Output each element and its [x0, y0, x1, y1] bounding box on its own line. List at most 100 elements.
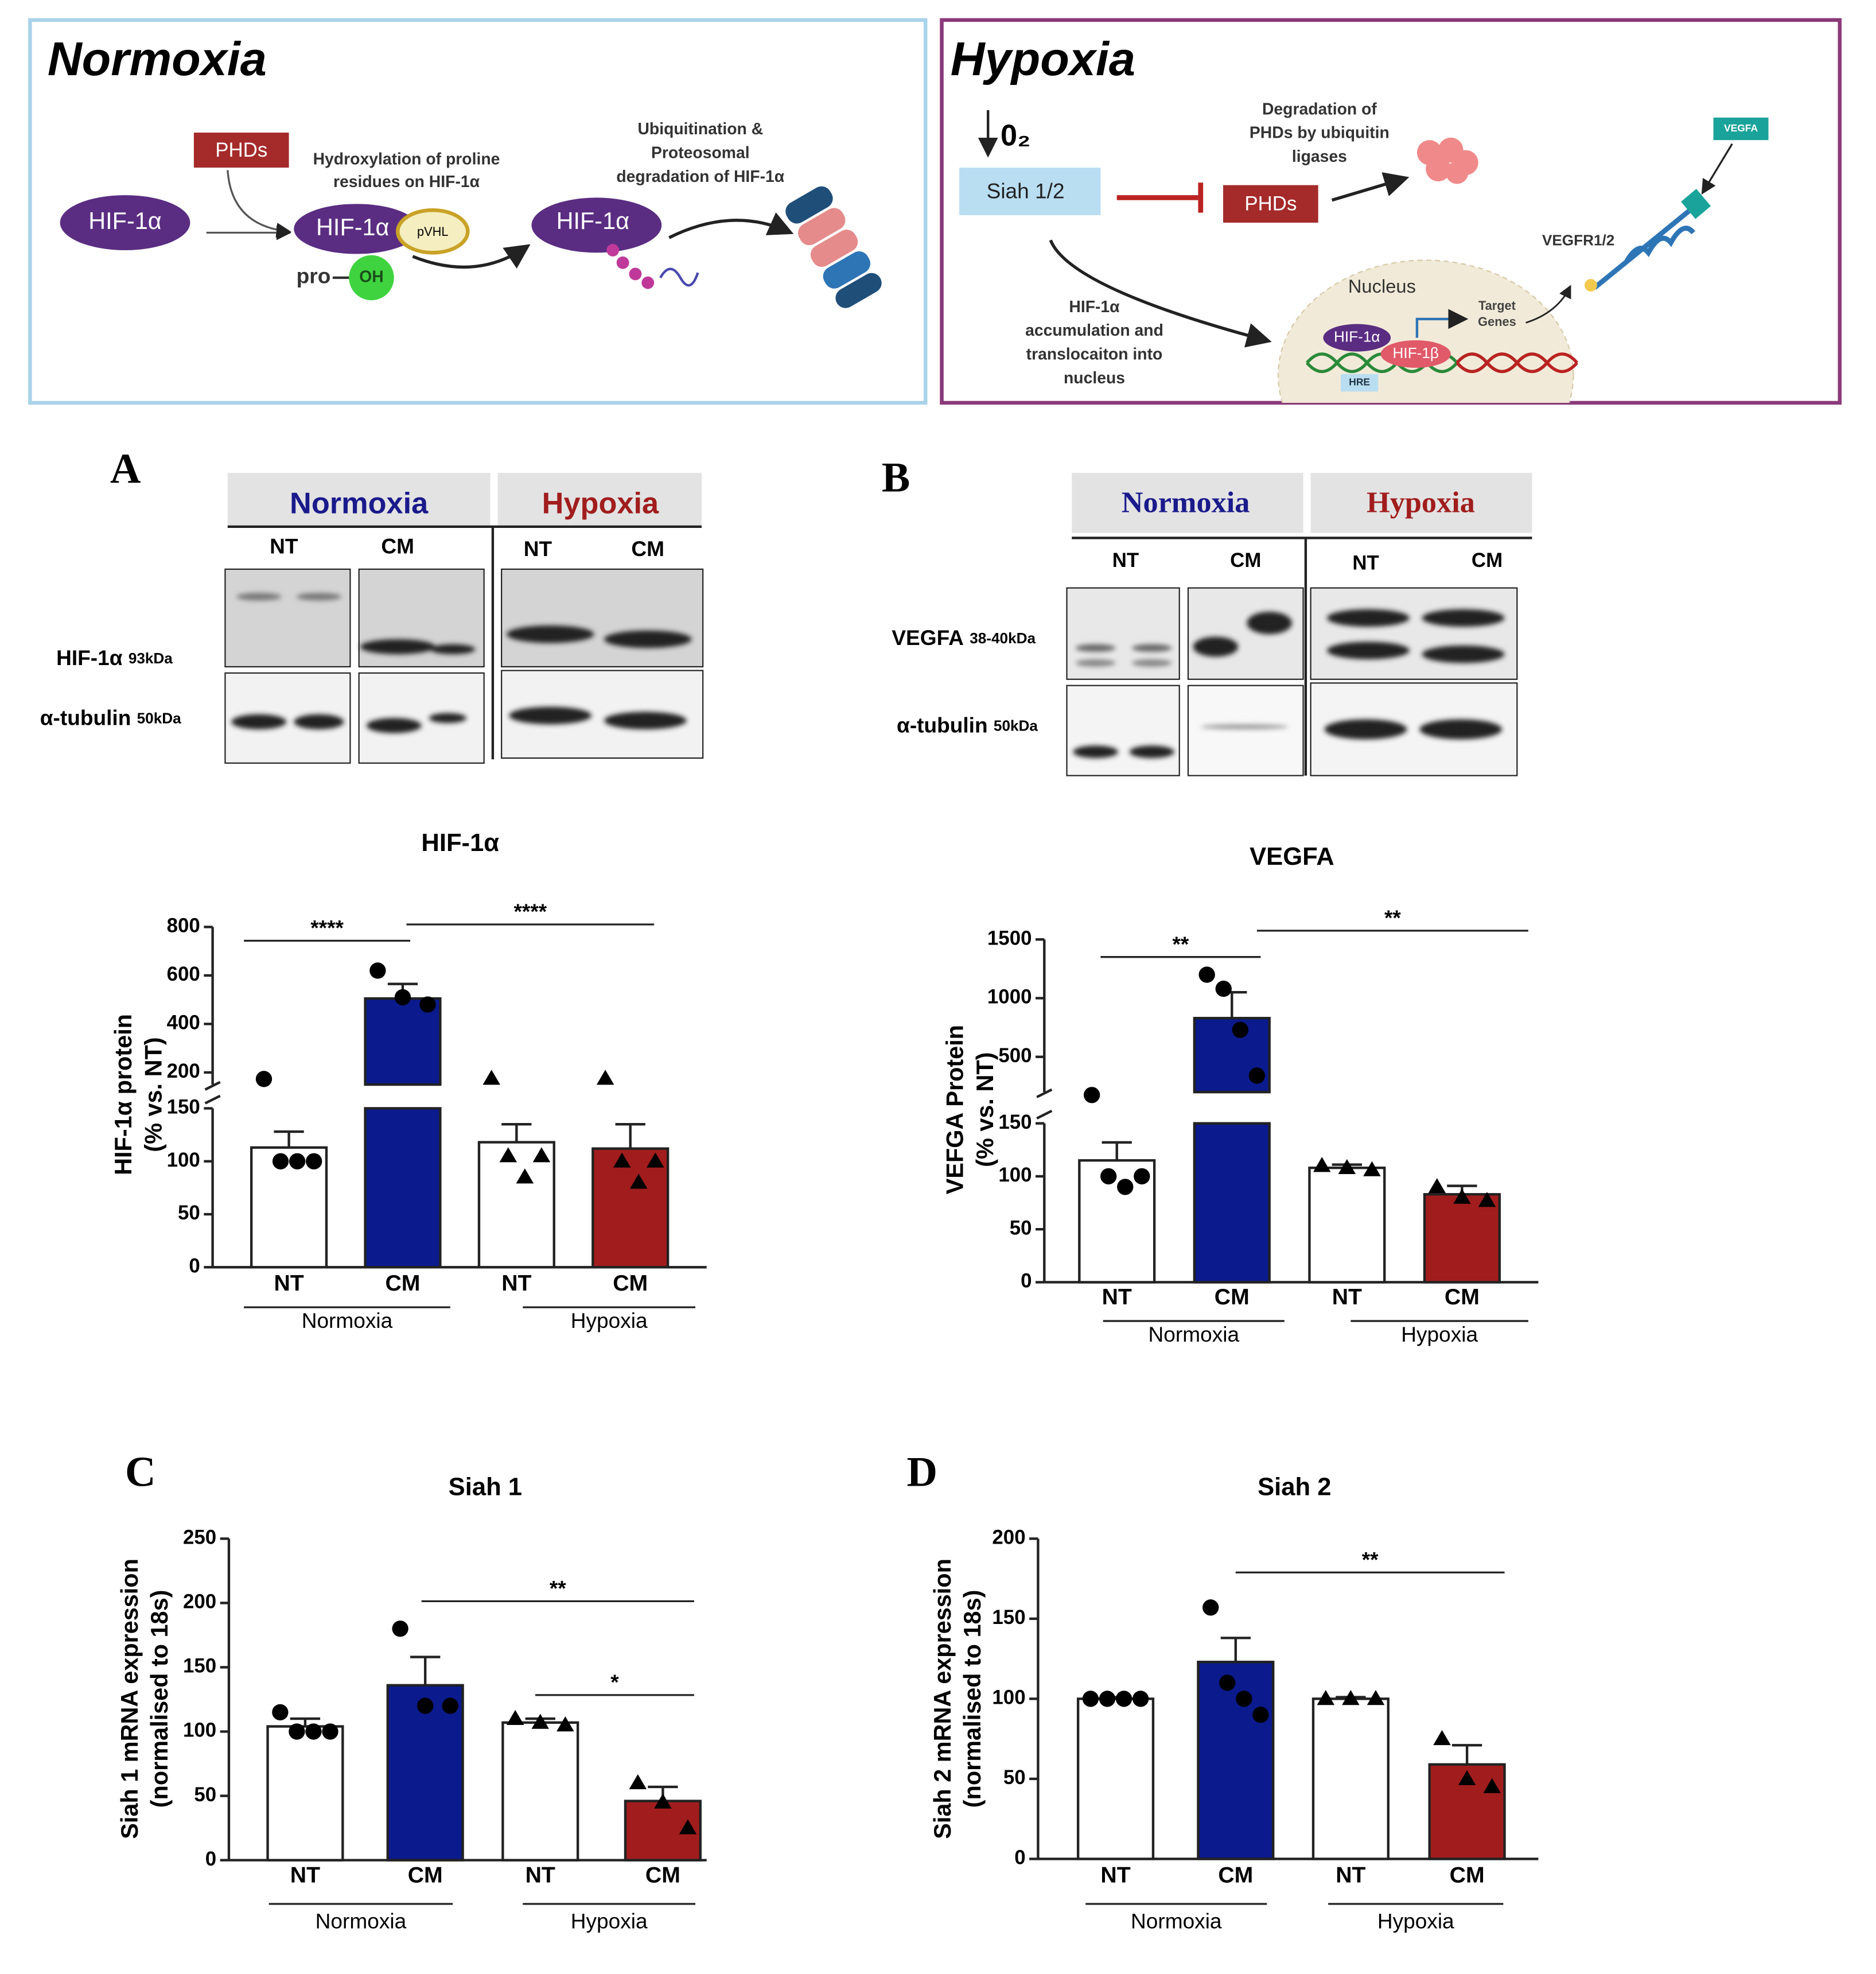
data-point [1428, 1178, 1446, 1194]
row-label: α-tubulin 50kDa [897, 713, 1038, 737]
label: residues on HIF-1α [333, 173, 480, 191]
y-axis-label: (normalised to 18s) [959, 1590, 986, 1808]
data-point [1132, 1691, 1149, 1707]
error-bar [1451, 1744, 1482, 1765]
y-tick-label: 50 [1010, 1217, 1032, 1239]
y-axis-label: HIF-1α protein [110, 1014, 137, 1175]
data-point [1117, 1179, 1134, 1195]
x-tick-label: NT [1336, 1862, 1365, 1887]
y-tick-label: 250 [183, 1526, 216, 1549]
title: Normoxia [48, 32, 267, 86]
significance-label: **** [310, 916, 344, 940]
kda: 93kDa [129, 650, 173, 667]
y-tick-label: 50 [178, 1202, 200, 1224]
hif-shape [1323, 324, 1391, 352]
data-point [1083, 1087, 1100, 1103]
data-point [1115, 1691, 1132, 1707]
y-tick-label: 200 [183, 1591, 216, 1613]
receptor-foot [1585, 279, 1597, 292]
chart-title: Siah 2 [1258, 1474, 1331, 1501]
x-tick-label: CM [645, 1862, 680, 1887]
data-point [392, 1621, 408, 1637]
y-axis-label: VEFGA Protein [942, 1025, 968, 1194]
data-point [1082, 1691, 1099, 1707]
x-tick-label: CM [385, 1270, 420, 1296]
y-tick-label: 100 [167, 1149, 200, 1171]
data-point [394, 989, 411, 1006]
data-point [442, 1697, 458, 1714]
row-label: α-tubulin 50kDa [40, 705, 181, 729]
chart-title: HIF-1α [421, 829, 499, 857]
data-point [1099, 1691, 1116, 1707]
panel-label: D [907, 1448, 938, 1495]
y-tick-label: 400 [167, 1012, 200, 1034]
significance-label: ** [1172, 932, 1189, 956]
data-point [1478, 1192, 1496, 1207]
lane: NT [1352, 551, 1379, 574]
header-box [1310, 473, 1532, 533]
x-tick-label: CM [1445, 1284, 1480, 1309]
y-axis-label: Siah 1 mRNA expression [116, 1559, 143, 1839]
y-tick-label: 100 [992, 1687, 1025, 1709]
y-tick-label: 500 [998, 1044, 1032, 1067]
bar [591, 1147, 670, 1269]
protein: VEGFA [892, 625, 964, 650]
x-tick-label: NT [290, 1862, 320, 1887]
data-point [506, 1709, 524, 1726]
label: 0₂ [1001, 119, 1030, 153]
label: VEGFR1/2 [1542, 232, 1614, 249]
header-box [227, 473, 491, 526]
phds: PHDs [215, 139, 267, 161]
bar [477, 1141, 555, 1269]
y-tick-label: 150 [992, 1606, 1025, 1629]
data-point [1317, 1690, 1335, 1705]
data-point [289, 1153, 306, 1169]
significance-label: * [610, 1670, 619, 1694]
kda: 50kDa [994, 717, 1038, 734]
y-tick-label: 150 [167, 1096, 200, 1118]
panel-label: A [110, 445, 141, 492]
label: nucleus [1064, 369, 1125, 387]
y-tick-label: 50 [1003, 1766, 1026, 1789]
bar [1308, 1166, 1386, 1284]
oh-shape [349, 255, 394, 301]
data-point [499, 1147, 517, 1163]
axis-break [1036, 1088, 1053, 1098]
data-point [369, 962, 386, 979]
label: Degradation of [1262, 100, 1377, 118]
y-tick-label: 150 [183, 1655, 216, 1677]
x-tick-label: NT [501, 1270, 531, 1296]
significance-label: ** [1362, 1547, 1379, 1571]
label: HIF-1α [556, 208, 629, 234]
x-tick-label: NT [526, 1862, 555, 1887]
data-point [1453, 1188, 1471, 1204]
hre-box [1340, 374, 1379, 392]
blot-b: B Normoxia Hypoxia NT CM NT CM VEGFA 38-… [882, 454, 1532, 776]
label: VEGFA [1724, 122, 1758, 134]
lane: NT [524, 537, 552, 561]
data-point [272, 1704, 289, 1721]
label: Hydroxylation of proline [313, 150, 500, 169]
group-label: Normoxia [1131, 1909, 1222, 1933]
data-point [1433, 1730, 1451, 1746]
axis-break [1036, 1109, 1053, 1120]
row-label: HIF-1α 93kDa [56, 646, 173, 670]
data-point [613, 1152, 631, 1168]
y-tick-label: 100 [998, 1164, 1032, 1186]
data-point [1236, 1691, 1252, 1707]
bar [1197, 1661, 1275, 1860]
nucleus-shape [1277, 259, 1574, 403]
y-tick-label: 600 [167, 963, 200, 985]
y-tick-label: 100 [183, 1719, 216, 1742]
phds-box [1223, 185, 1318, 223]
arrow [1331, 172, 1410, 202]
data-point [1202, 1599, 1219, 1616]
header-box [1072, 473, 1303, 533]
y-tick-label: 0 [189, 1255, 200, 1277]
x-tick-label: CM [408, 1862, 443, 1887]
label: Ubiquitination & [637, 120, 763, 138]
header: Hypoxia [542, 487, 659, 520]
x-tick-label: CM [1450, 1862, 1485, 1887]
data-point [596, 1070, 614, 1085]
